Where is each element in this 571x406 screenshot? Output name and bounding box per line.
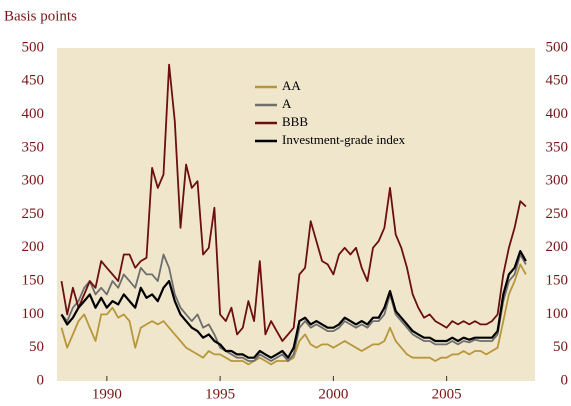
y-tick-label: 200 [22,239,45,255]
y2-tick-label: 100 [546,306,569,322]
y-tick-label: 0 [37,372,45,388]
y-tick-label: 150 [22,273,45,289]
legend-label: Investment-grade index [282,132,406,147]
y-tick-label: 450 [22,73,45,89]
y2-tick-label: 0 [561,372,569,388]
y-tick-label: 300 [22,173,45,189]
series-line [60,63,527,342]
y2-tick-label: 350 [546,139,569,155]
series-line [60,263,527,366]
y-tick-label: 250 [22,206,45,222]
plot-area [57,48,535,381]
chart-title: Basis points [4,8,77,24]
y-tick-label: 500 [22,39,45,55]
y2-tick-label: 500 [546,39,569,55]
y2-tick-label: 300 [546,173,569,189]
series-line [60,253,527,362]
y2-tick-label: 250 [546,206,569,222]
x-tick-label: 2005 [432,386,462,402]
y2-tick-label: 150 [546,273,569,289]
y-tick-label: 400 [22,106,45,122]
y-tick-label: 350 [22,139,45,155]
y2-tick-label: 450 [546,73,569,89]
series-line [60,250,527,359]
y-tick-label: 100 [22,306,45,322]
y2-tick-label: 50 [553,339,568,355]
legend-label: A [282,96,292,111]
legend-label: BBB [282,114,308,129]
x-tick-label: 1990 [92,386,122,402]
y-tick-label: 50 [29,339,44,355]
legend-label: AA [282,78,301,93]
x-tick-label: 1995 [205,386,235,402]
y2-tick-label: 200 [546,239,569,255]
x-tick-label: 2000 [318,386,348,402]
y2-tick-label: 400 [546,106,569,122]
